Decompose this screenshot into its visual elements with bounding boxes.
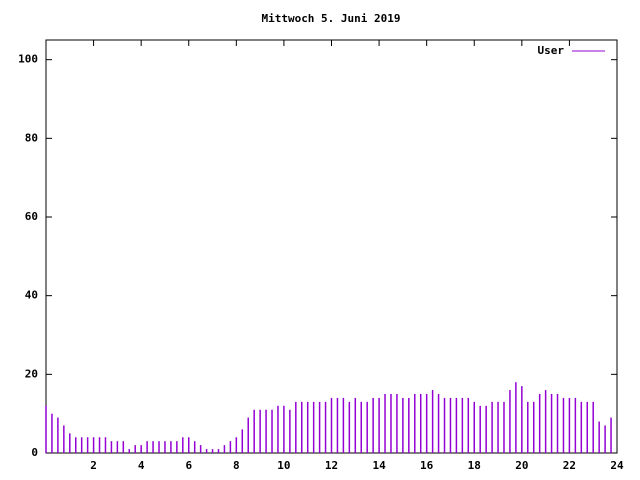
chart-title: Mittwoch 5. Juni 2019 xyxy=(261,12,400,25)
x-tick-label: 4 xyxy=(138,459,145,472)
x-tick-label: 16 xyxy=(420,459,434,472)
legend-label: User xyxy=(538,44,565,57)
x-tick-label: 6 xyxy=(185,459,192,472)
x-tick-label: 20 xyxy=(515,459,528,472)
plot-frame xyxy=(45,39,618,454)
y-tick-label: 20 xyxy=(25,367,38,380)
x-tick-label: 8 xyxy=(233,459,240,472)
x-tick-label: 10 xyxy=(277,459,290,472)
x-tick-label: 14 xyxy=(372,459,386,472)
x-tick-label: 18 xyxy=(468,459,481,472)
x-tick-label: 12 xyxy=(325,459,338,472)
x-tick-label: 24 xyxy=(610,459,624,472)
x-tick-label: 22 xyxy=(563,459,576,472)
y-tick-label: 80 xyxy=(25,131,38,144)
x-tick-label: 2 xyxy=(90,459,97,472)
y-tick-label: 0 xyxy=(31,446,38,459)
y-tick-label: 100 xyxy=(18,53,38,66)
y-tick-label: 60 xyxy=(25,210,38,223)
y-tick-label: 40 xyxy=(25,289,38,302)
